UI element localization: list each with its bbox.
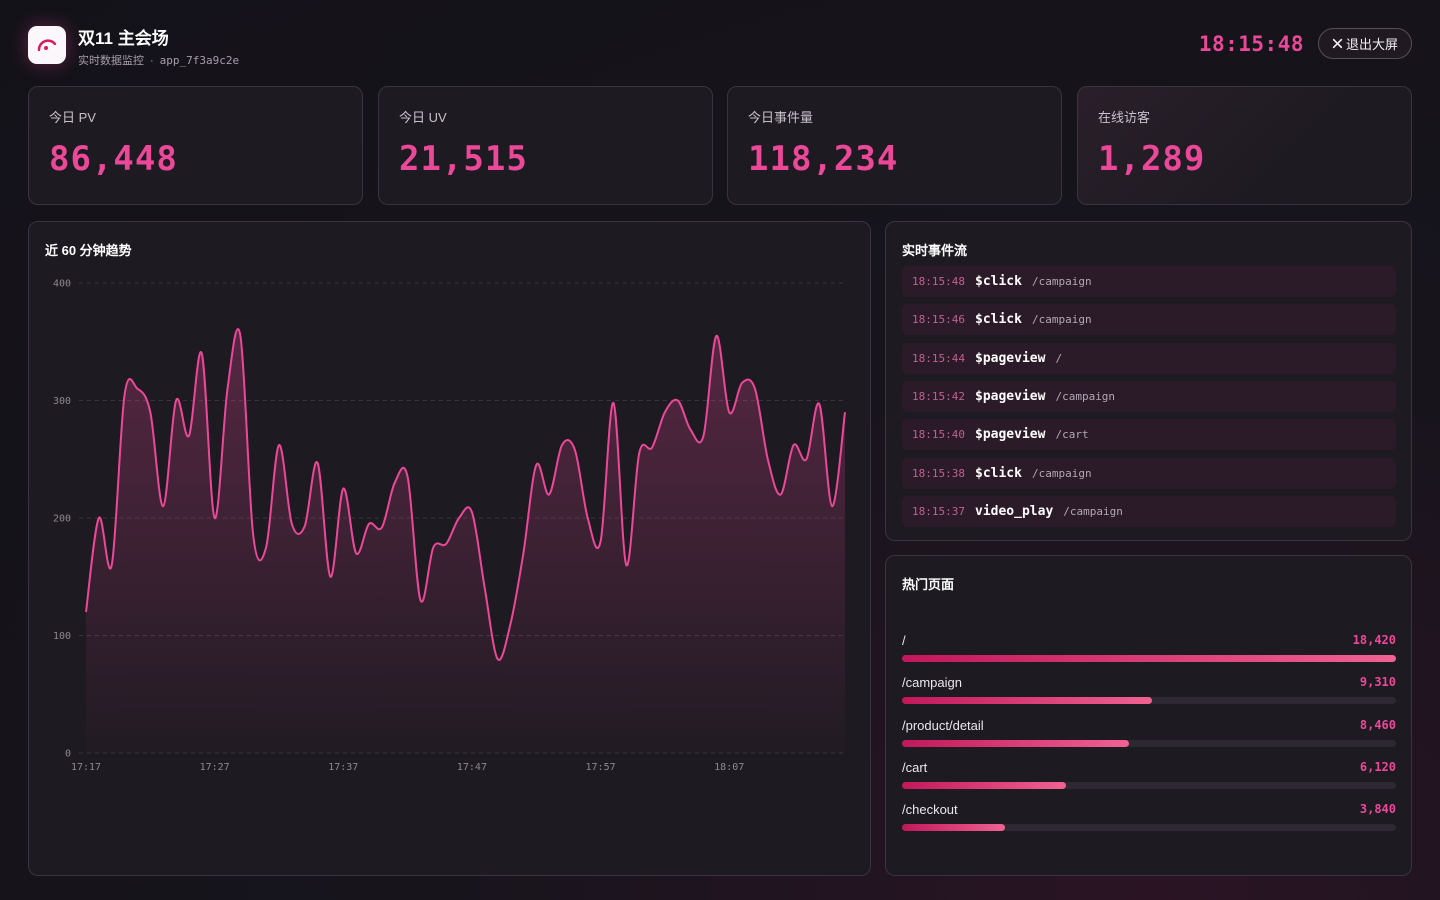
y-tick-label: 300 — [53, 396, 71, 407]
event-row: 18:15:44 $pageview / — [902, 343, 1396, 374]
kpi-label: 今日事件量 — [748, 110, 814, 125]
page-count: 18,420 — [1352, 633, 1396, 647]
kpi-label: 在线访客 — [1098, 110, 1151, 125]
page-rank-row: /product/detail 8,460 — [902, 718, 1396, 754]
event-row: 18:15:38 $click /campaign — [902, 458, 1396, 489]
event-name: $pageview — [975, 389, 1046, 404]
event-stream-panel: 实时事件流 18:15:48 $click /campaign 18:15:46… — [885, 221, 1412, 541]
event-path: /campaign — [1031, 275, 1092, 288]
x-tick-label: 17:57 — [586, 762, 616, 773]
kpi-card-events: 今日事件量 118,234 — [727, 86, 1062, 205]
event-path: /campaign — [1031, 467, 1092, 480]
x-tick-label: 18:07 — [714, 762, 744, 773]
page-bar-fill — [902, 655, 1396, 662]
event-path: /campaign — [1063, 505, 1123, 518]
page-rank-row: / 18,420 — [902, 633, 1396, 669]
page-path: / — [902, 633, 906, 648]
subtitle-separator: · — [150, 55, 154, 67]
app-id: app_7f3a9c2e — [159, 54, 240, 67]
event-time: 18:15:44 — [912, 352, 965, 365]
close-icon — [1332, 38, 1343, 49]
event-stream-title: 实时事件流 — [902, 243, 968, 258]
event-row: 18:15:42 $pageview /campaign — [902, 381, 1396, 412]
page-count: 6,120 — [1359, 760, 1396, 774]
kpi-value: 1,289 — [1098, 139, 1206, 179]
exit-fullscreen-button[interactable]: 退出大屏 — [1318, 28, 1412, 59]
event-row: 18:15:40 $pageview /cart — [902, 419, 1396, 450]
page-path: /campaign — [902, 675, 962, 690]
page-bar-track — [902, 782, 1396, 789]
page-subtitle: 实时数据监控 · app_7f3a9c2e — [78, 52, 239, 68]
page-path: /product/detail — [902, 718, 984, 733]
kpi-label: 今日 UV — [399, 110, 447, 125]
event-time: 18:15:37 — [912, 505, 965, 518]
exit-fullscreen-label: 退出大屏 — [1345, 37, 1398, 52]
page-bar-track — [902, 697, 1396, 704]
page-bar-track — [902, 740, 1396, 747]
event-path: /campaign — [1055, 390, 1116, 403]
page-bar-fill — [902, 740, 1129, 747]
kpi-value: 86,448 — [49, 139, 178, 179]
y-tick-label: 400 — [53, 279, 71, 290]
dashboard-header: 双11 主会场 实时数据监控 · app_7f3a9c2e 18:15:48 退出大… — [28, 24, 1412, 68]
kpi-value: 118,234 — [748, 139, 899, 179]
page-bar-track — [902, 824, 1396, 831]
event-path: /campaign — [1031, 313, 1092, 326]
x-tick-label: 17:27 — [200, 762, 230, 773]
page-path: /cart — [902, 760, 928, 775]
live-clock: 18:15:48 — [1198, 32, 1304, 56]
hot-pages-title: 热门页面 — [902, 577, 955, 592]
event-time: 18:15:40 — [912, 428, 965, 441]
trend-chart: 0 100 200 300 400 17:17 17:27 17:37 17:47 17:57 1… — [53, 279, 846, 773]
kpi-card-online: 在线访客 1,289 — [1077, 86, 1412, 205]
event-row: 18:15:37 video_play /campaign — [902, 496, 1396, 527]
event-row: 18:15:48 $click /campaign — [902, 266, 1396, 297]
page-rank-row: /campaign 9,310 — [902, 675, 1396, 711]
page-rank-row: /cart 6,120 — [902, 760, 1396, 796]
kpi-card-pv: 今日 PV 86,448 — [28, 86, 363, 205]
x-tick-label: 17:37 — [328, 762, 358, 773]
event-name: $click — [975, 466, 1022, 481]
trend-line — [85, 328, 846, 661]
page-bar-fill — [902, 782, 1067, 789]
y-tick-label: 200 — [53, 514, 71, 525]
page-count: 3,840 — [1359, 802, 1396, 816]
page-path: /checkout — [902, 802, 958, 817]
gauge-icon — [28, 26, 66, 64]
page-bar-fill — [902, 697, 1152, 704]
event-name: $pageview — [975, 427, 1046, 442]
event-time: 18:15:42 — [912, 390, 965, 403]
subtitle-text: 实时数据监控 — [78, 55, 144, 67]
kpi-value: 21,515 — [399, 139, 528, 179]
page-bar-track — [902, 655, 1396, 662]
page-bar-fill — [902, 824, 1005, 831]
x-tick-label: 17:47 — [457, 762, 487, 773]
event-row: 18:15:46 $click /campaign — [902, 304, 1396, 335]
trend-chart-title: 近 60 分钟趋势 — [45, 243, 132, 258]
event-time: 18:15:46 — [912, 313, 965, 326]
event-path: / — [1055, 352, 1063, 365]
page-title: 双11 主会场 — [78, 29, 169, 48]
page-count: 9,310 — [1359, 675, 1396, 689]
event-name: $click — [975, 274, 1022, 289]
event-name: video_play — [975, 504, 1054, 519]
y-tick-label: 0 — [65, 749, 71, 760]
x-tick-label: 17:17 — [71, 762, 101, 773]
event-name: $pageview — [975, 351, 1046, 366]
kpi-label: 今日 PV — [49, 110, 96, 125]
page-rank-row: /checkout 3,840 — [902, 802, 1396, 838]
page-count: 8,460 — [1359, 718, 1396, 732]
y-tick-label: 100 — [53, 631, 71, 642]
trend-area-fill — [86, 329, 845, 753]
trend-chart-panel: 近 60 分钟趋势 0 100 200 300 400 17:17 17:27 17:37 1… — [28, 221, 871, 876]
kpi-card-uv: 今日 UV 21,515 — [378, 86, 713, 205]
hot-pages-panel: 热门页面 / 18,420 /campaign 9,310 /product/d… — [885, 555, 1412, 876]
event-path: /cart — [1055, 428, 1089, 441]
event-time: 18:15:48 — [912, 275, 965, 288]
event-name: $click — [975, 312, 1022, 327]
event-time: 18:15:38 — [912, 467, 965, 480]
